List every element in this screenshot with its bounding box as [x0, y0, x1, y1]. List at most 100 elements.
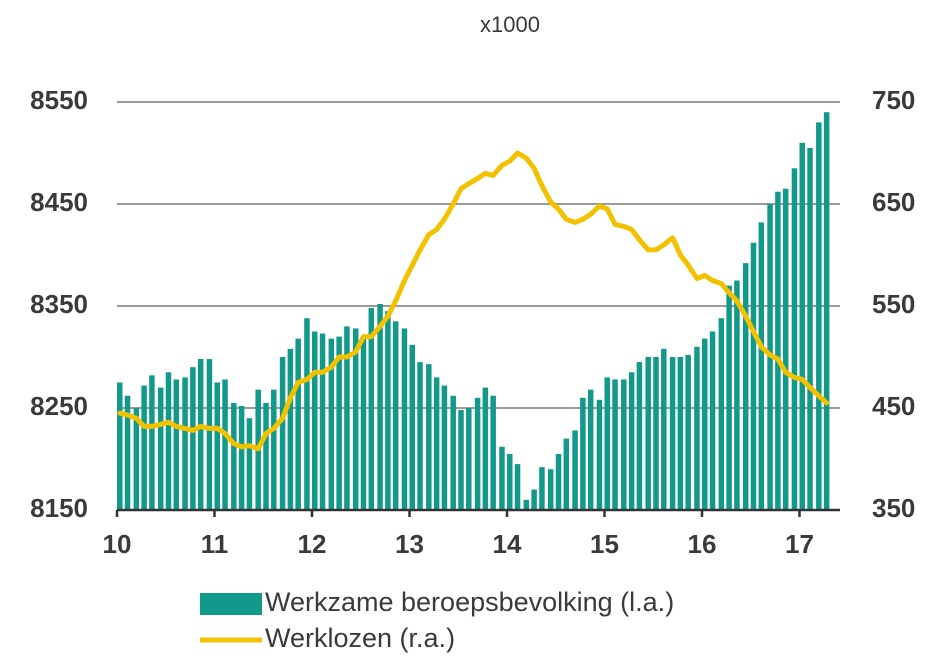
y2-tick-label: 750: [872, 85, 915, 115]
bar: [360, 338, 367, 510]
y2-tick-label: 350: [872, 493, 915, 523]
bar: [734, 280, 740, 510]
bar: [222, 379, 228, 510]
bar: [685, 354, 691, 510]
legend-label: Werklozen (r.a.): [265, 623, 455, 653]
bar: [271, 389, 277, 510]
bar: [336, 336, 342, 510]
bar: [157, 387, 164, 510]
bar: [458, 410, 464, 510]
bar: [702, 338, 708, 510]
bar: [441, 385, 448, 510]
x-tick-label: 17: [785, 529, 814, 559]
bar: [572, 430, 578, 510]
y-tick-label: 8450: [30, 187, 88, 217]
bar: [377, 303, 383, 510]
bar: [669, 357, 676, 510]
y-tick-label: 8350: [30, 289, 88, 319]
bar: [352, 328, 359, 510]
legend-swatch: [200, 593, 262, 615]
bar: [709, 331, 716, 510]
y-tick-label: 8150: [30, 493, 88, 523]
bar: [653, 357, 659, 510]
bar: [816, 122, 822, 511]
bar: [636, 362, 643, 510]
bar: [547, 469, 554, 510]
bar: [328, 338, 335, 510]
bar: [238, 405, 245, 510]
bar: [531, 489, 537, 510]
y2-tick-label: 550: [872, 289, 915, 319]
bar: [782, 188, 789, 510]
bar: [206, 359, 213, 510]
bar: [539, 467, 545, 510]
bar: [182, 377, 188, 510]
bar: [124, 395, 131, 510]
legend-label: Werkzame beroepsbevolking (l.a.): [265, 587, 674, 617]
bar: [742, 263, 749, 510]
chart-subtitle: x1000: [480, 12, 540, 37]
bar: [426, 364, 432, 510]
bar: [263, 402, 269, 510]
bar: [231, 402, 237, 510]
bar: [190, 367, 196, 510]
bar: [580, 397, 586, 510]
bar: [279, 357, 286, 510]
bar: [295, 338, 301, 510]
bar: [312, 331, 318, 510]
bar: [173, 379, 180, 510]
bar: [385, 311, 391, 510]
bar: [799, 142, 805, 511]
x-tick-label: 11: [201, 529, 229, 559]
bar: [661, 348, 667, 510]
y2-tick-label: 450: [872, 391, 915, 421]
bar: [628, 372, 635, 510]
y2-tick-label: 650: [872, 187, 915, 217]
bar: [645, 357, 651, 510]
bar: [165, 372, 172, 510]
bar: [694, 346, 700, 510]
bar: [612, 379, 618, 510]
bar: [141, 385, 147, 510]
bar: [482, 387, 489, 510]
y-tick-label: 8250: [30, 391, 88, 421]
bar: [514, 464, 521, 510]
bar: [433, 377, 440, 510]
bar: [197, 359, 204, 510]
bar: [490, 395, 496, 510]
bar: [587, 389, 594, 510]
bar: [604, 377, 610, 510]
bar: [466, 408, 472, 510]
bar: [392, 321, 399, 510]
bar: [499, 446, 505, 510]
bar: [214, 382, 220, 510]
x-tick-label: 15: [590, 529, 619, 559]
y-tick-label: 8550: [30, 85, 88, 115]
bar: [287, 348, 294, 510]
bar: [344, 326, 350, 510]
bar: [319, 333, 326, 510]
bar: [750, 242, 757, 510]
bar: [246, 418, 253, 510]
bar: [563, 438, 570, 510]
bar: [555, 453, 562, 510]
bar: [677, 357, 684, 510]
bar: [758, 222, 765, 511]
bar: [149, 375, 155, 510]
bar: [523, 499, 530, 510]
x-tick-label: 16: [688, 529, 717, 559]
x-tick-label: 10: [103, 529, 132, 559]
bar: [596, 399, 603, 510]
x-tick-label: 12: [298, 529, 327, 559]
bar: [450, 395, 456, 510]
bar: [823, 112, 830, 510]
bar: [417, 362, 423, 510]
bar: [401, 328, 408, 510]
line: [117, 150, 830, 452]
bar: [133, 408, 140, 510]
bar: [474, 397, 481, 510]
bar: [718, 318, 725, 510]
x-tick-label: 14: [493, 529, 522, 559]
bar: [775, 191, 781, 510]
